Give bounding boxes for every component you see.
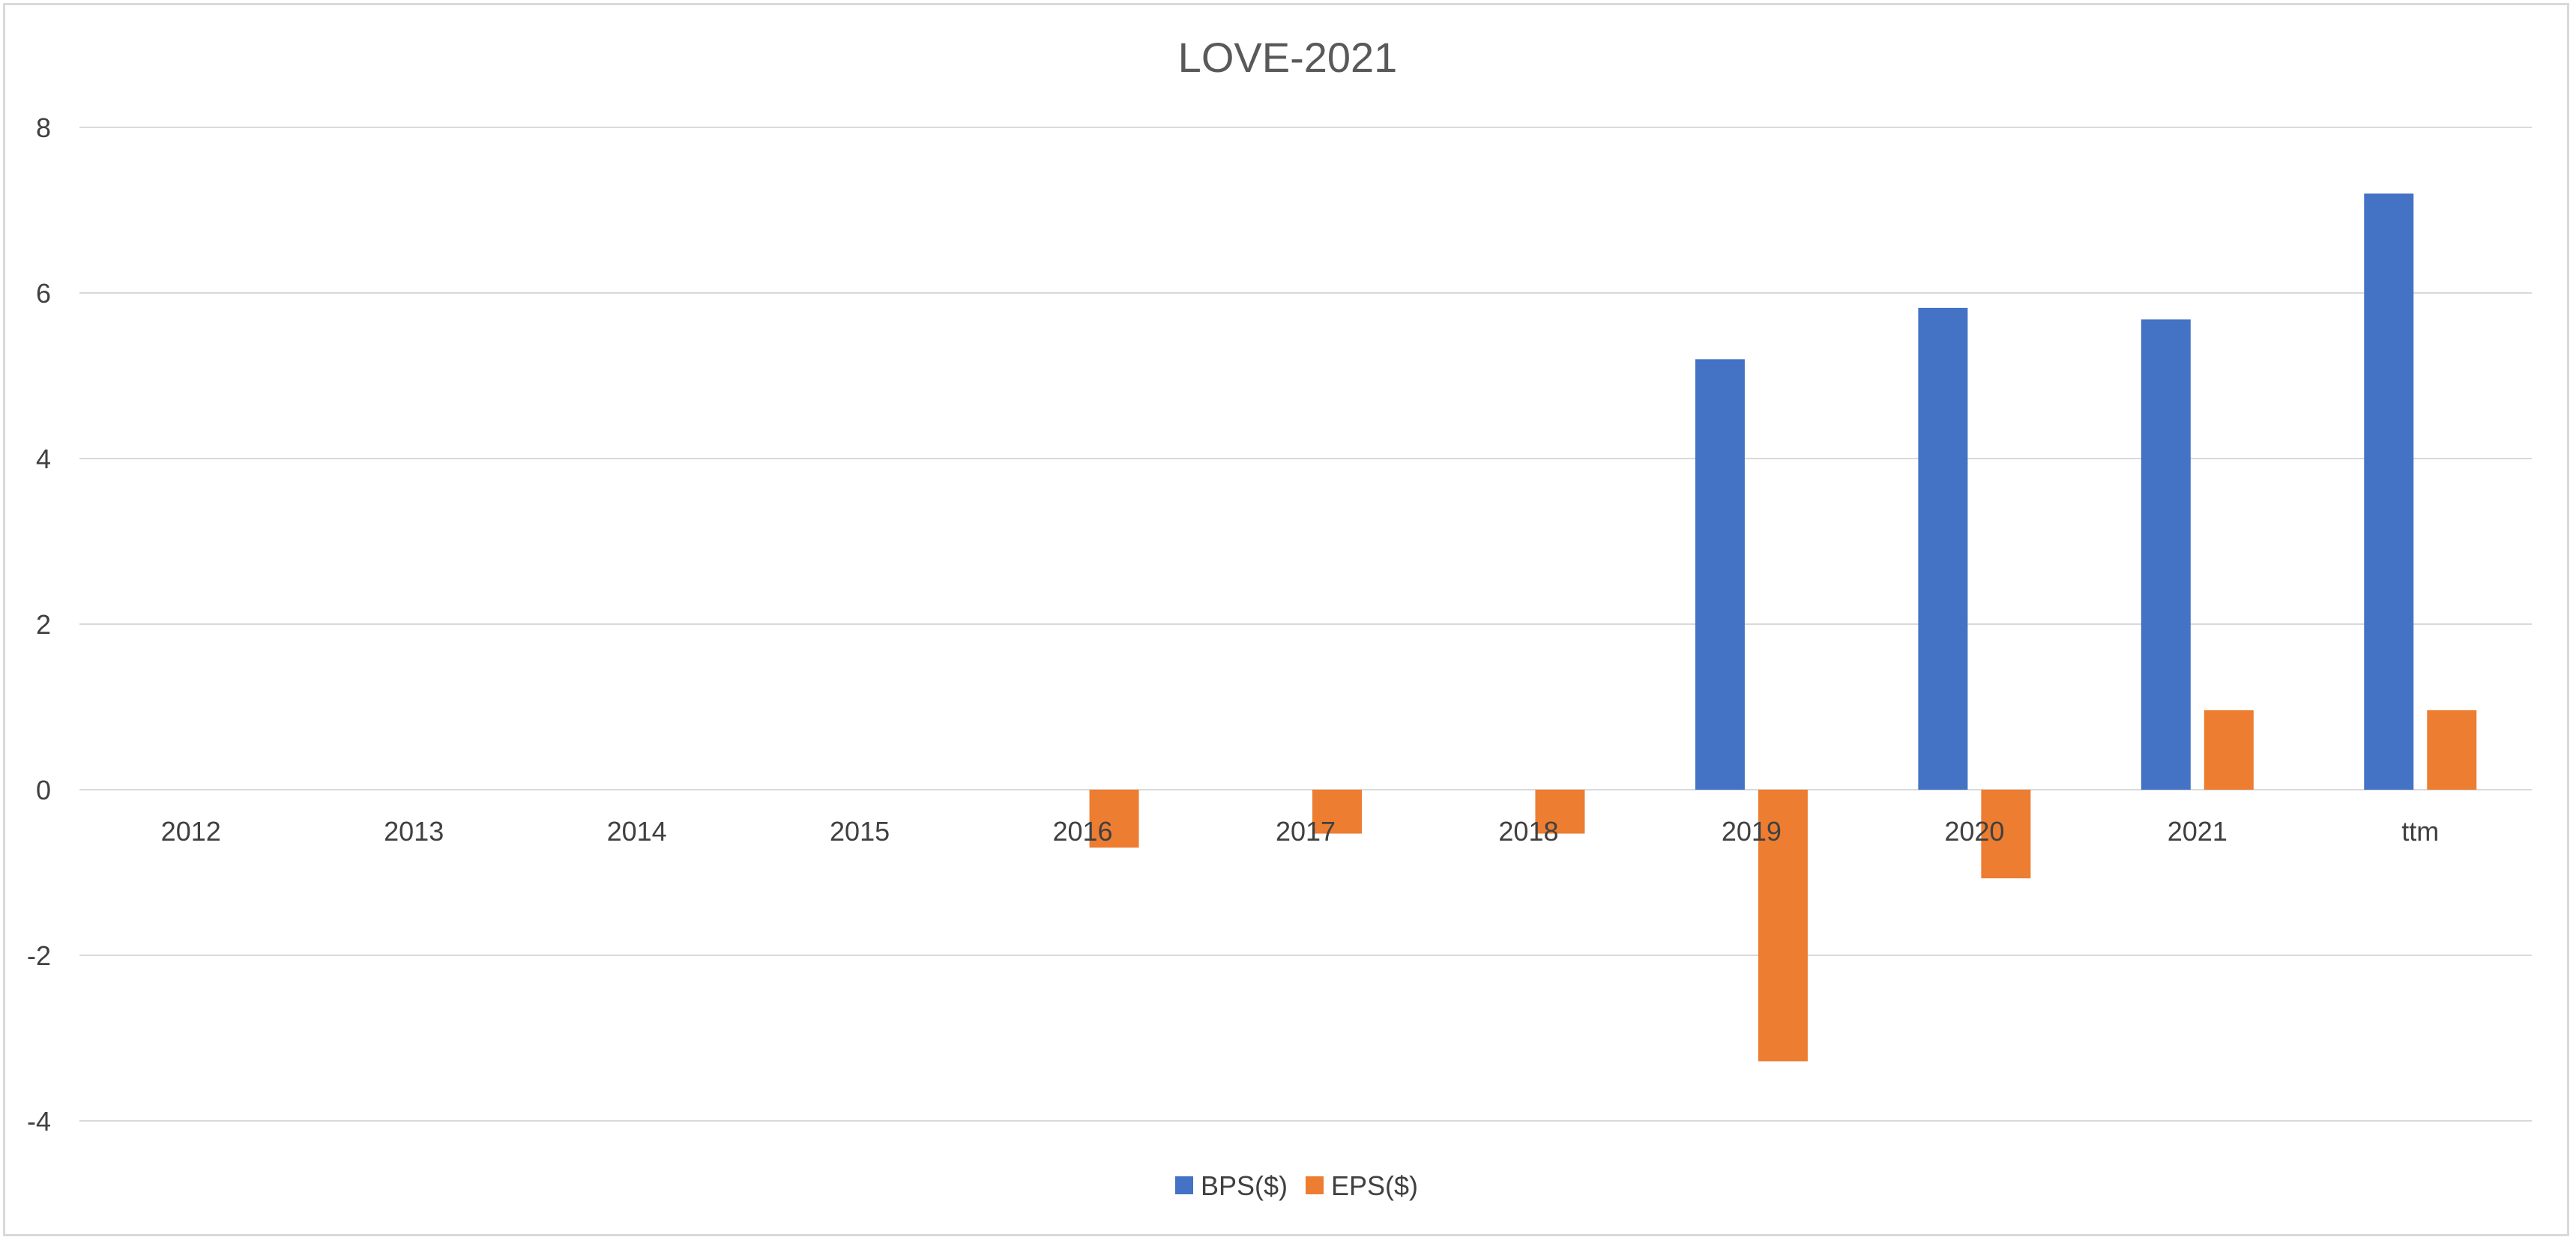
legend-swatch bbox=[1306, 1176, 1324, 1194]
x-tick-label: 2017 bbox=[1276, 816, 1336, 847]
y-tick-label: 4 bbox=[36, 444, 51, 474]
bar-eps-ttm bbox=[2427, 710, 2477, 790]
x-tick-label: 2016 bbox=[1052, 816, 1112, 847]
y-tick-label: 6 bbox=[36, 278, 51, 309]
x-tick-label: 2015 bbox=[830, 816, 890, 847]
x-tick-label: 2013 bbox=[384, 816, 444, 847]
y-tick-label: -2 bbox=[27, 940, 51, 971]
x-tick-label: 2021 bbox=[2168, 816, 2227, 847]
bar-eps-2017 bbox=[1312, 790, 1362, 834]
x-tick-label: ttm bbox=[2401, 816, 2439, 847]
x-axis: 2012 2013 2014 2015 2016 2017 2018 2019 2020 2021… bbox=[161, 816, 2440, 847]
bar-bps-2021 bbox=[2141, 319, 2191, 790]
bar-eps-2018 bbox=[1535, 790, 1585, 834]
x-tick-label: 2014 bbox=[607, 816, 667, 847]
bar-eps-2021 bbox=[2204, 710, 2254, 790]
x-tick-label: 2020 bbox=[1944, 816, 2004, 847]
y-tick-label: 8 bbox=[36, 112, 51, 143]
bar-eps-2019 bbox=[1758, 790, 1808, 1062]
legend-label: EPS($) bbox=[1331, 1170, 1418, 1201]
y-tick-label: 0 bbox=[36, 775, 51, 805]
bar-bps-2019 bbox=[1695, 359, 1745, 790]
x-tick-label: 2018 bbox=[1498, 816, 1558, 847]
legend-label: BPS($) bbox=[1201, 1170, 1288, 1201]
chart-title: LOVE-2021 bbox=[1178, 34, 1398, 81]
x-tick-label: 2019 bbox=[1722, 816, 1782, 847]
legend-swatch bbox=[1175, 1176, 1193, 1194]
y-tick-label: -4 bbox=[27, 1106, 51, 1137]
bars bbox=[1089, 193, 2477, 1062]
legend: BPS($) EPS($) bbox=[1175, 1170, 1418, 1201]
x-tick-label: 2012 bbox=[161, 816, 221, 847]
bar-bps-2020 bbox=[1918, 307, 1968, 790]
gridlines bbox=[79, 127, 2532, 1122]
bar-bps-ttm bbox=[2364, 193, 2414, 790]
bar-eps-2016 bbox=[1089, 790, 1139, 848]
y-axis: -4 -2 0 2 4 6 8 bbox=[27, 112, 51, 1137]
bar-eps-2020 bbox=[1981, 790, 2031, 879]
y-tick-label: 2 bbox=[36, 609, 51, 640]
